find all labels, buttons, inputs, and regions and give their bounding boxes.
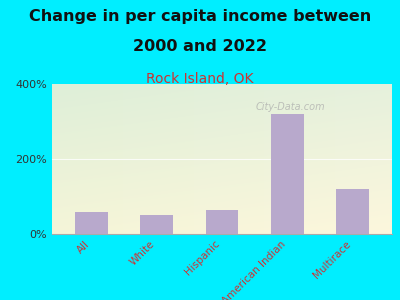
- Bar: [140, 215, 173, 234]
- Text: 2000 and 2022: 2000 and 2022: [133, 39, 267, 54]
- Bar: [75, 212, 108, 234]
- Bar: [271, 114, 304, 234]
- Bar: [206, 210, 238, 234]
- Text: City-Data.com: City-Data.com: [255, 101, 325, 112]
- Bar: [336, 189, 369, 234]
- Text: Change in per capita income between: Change in per capita income between: [29, 9, 371, 24]
- Text: Rock Island, OK: Rock Island, OK: [146, 72, 254, 86]
